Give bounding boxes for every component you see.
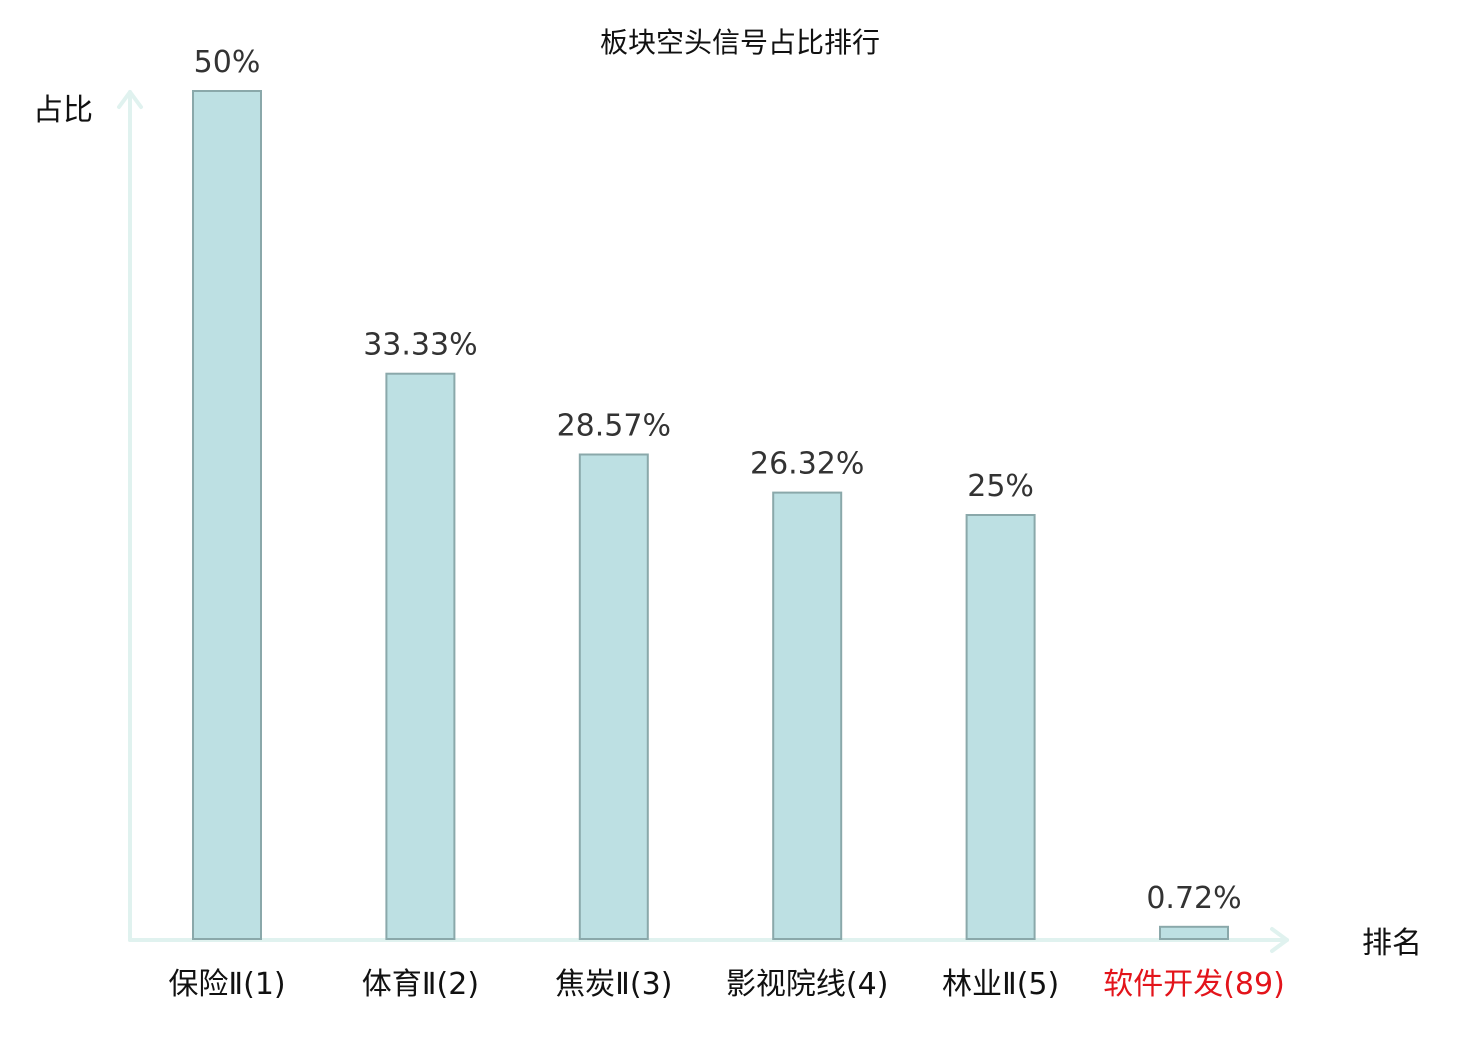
category-label-4: 影视院线(4) bbox=[726, 967, 889, 1002]
value-label-4: 26.32% bbox=[750, 447, 864, 482]
bar-6 bbox=[1159, 925, 1229, 940]
category-label-5: 林业Ⅱ(5) bbox=[942, 967, 1059, 1002]
category-labels-group: 保险Ⅱ(1) 体育Ⅱ(2) 焦炭Ⅱ(3) 影视院线(4) 林业Ⅱ(5) 软件开发(89) bbox=[168, 967, 1284, 1002]
y-axis-arrowhead bbox=[117, 90, 143, 109]
x-axis-arrowhead bbox=[1270, 927, 1289, 953]
category-label-1: 保险Ⅱ(1) bbox=[168, 967, 285, 1002]
category-label-6: 软件开发(89) bbox=[1103, 967, 1285, 1002]
bar-1 bbox=[192, 90, 262, 940]
value-labels-group: 50% 33.33% 28.57% 26.32% 25% 0.72% bbox=[194, 45, 1242, 916]
value-label-2: 33.33% bbox=[363, 328, 477, 363]
value-label-3: 28.57% bbox=[557, 409, 671, 444]
y-axis bbox=[117, 90, 143, 942]
value-label-1: 50% bbox=[194, 45, 261, 80]
x-axis bbox=[128, 927, 1289, 953]
bar-2 bbox=[385, 372, 456, 940]
y-axis-label: 占比 bbox=[33, 93, 93, 128]
category-label-2: 体育Ⅱ(2) bbox=[362, 967, 479, 1002]
value-label-6: 0.72% bbox=[1146, 881, 1241, 916]
bar-3 bbox=[578, 453, 649, 940]
bar-5 bbox=[965, 514, 1036, 940]
value-label-5: 25% bbox=[967, 469, 1034, 504]
bar-4 bbox=[772, 491, 843, 940]
x-axis-label: 排名 bbox=[1362, 926, 1422, 961]
bars-group bbox=[192, 90, 1229, 940]
chart-title: 板块空头信号占比排行 bbox=[600, 26, 880, 59]
category-label-3: 焦炭Ⅱ(3) bbox=[555, 967, 672, 1002]
